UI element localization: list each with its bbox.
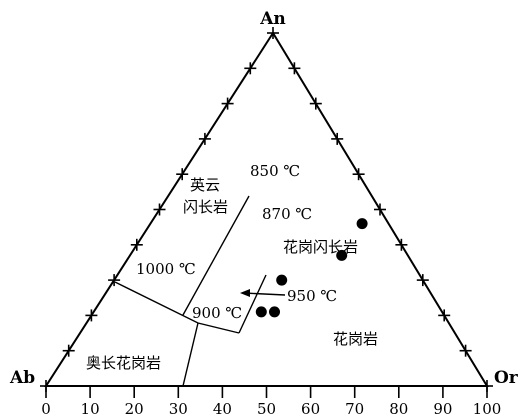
point-label-900: 900 ℃ bbox=[192, 304, 242, 322]
apex-label-an: An bbox=[259, 9, 286, 29]
bottom-tick-label-40: 40 bbox=[213, 400, 232, 418]
boundary-granodiorite-granite bbox=[238, 274, 267, 334]
bottom-tick-label-10: 10 bbox=[81, 400, 100, 418]
data-points bbox=[255, 218, 368, 318]
point-label-850: 850 ℃ bbox=[250, 162, 300, 180]
bottom-tick-label-100: 100 bbox=[473, 400, 502, 418]
point-950 bbox=[269, 306, 280, 318]
apex-label-or: Or bbox=[494, 368, 518, 388]
apex-label-ab: Ab bbox=[9, 368, 35, 388]
bottom-tick-label-80: 80 bbox=[389, 400, 408, 418]
point-870 bbox=[336, 249, 348, 261]
arrow-950-head bbox=[240, 289, 250, 297]
point-label-870: 870 ℃ bbox=[262, 205, 312, 223]
field-label-granite: 花岗岩 bbox=[333, 330, 378, 348]
point-label-950: 950 ℃ bbox=[287, 287, 337, 305]
field-label-trondhjemite: 奥长花岗岩 bbox=[86, 354, 161, 372]
bottom-tick-label-0: 0 bbox=[41, 400, 51, 418]
point-900 bbox=[255, 306, 267, 318]
tick-marks bbox=[40, 27, 493, 398]
bottom-tick-label-30: 30 bbox=[169, 400, 188, 418]
field-label-tonalite-2: 闪长岩 bbox=[183, 198, 228, 216]
boundary-tonalite-granodiorite bbox=[182, 195, 250, 316]
field-label-tonalite-1: 英云 bbox=[190, 176, 220, 194]
bottom-tick-label-20: 20 bbox=[125, 400, 144, 418]
bottom-axis-labels: 0 10 20 30 40 50 60 70 80 90 100 bbox=[41, 400, 501, 418]
point-1000 bbox=[276, 274, 288, 286]
point-850 bbox=[356, 218, 368, 230]
boundary-trondhjemite bbox=[182, 322, 199, 387]
bottom-tick-label-50: 50 bbox=[257, 400, 276, 418]
bottom-tick-label-90: 90 bbox=[433, 400, 452, 418]
arrow-950 bbox=[243, 292, 286, 296]
bottom-tick-label-70: 70 bbox=[345, 400, 364, 418]
point-label-1000: 1000 ℃ bbox=[136, 260, 196, 278]
bottom-tick-label-60: 60 bbox=[301, 400, 320, 418]
